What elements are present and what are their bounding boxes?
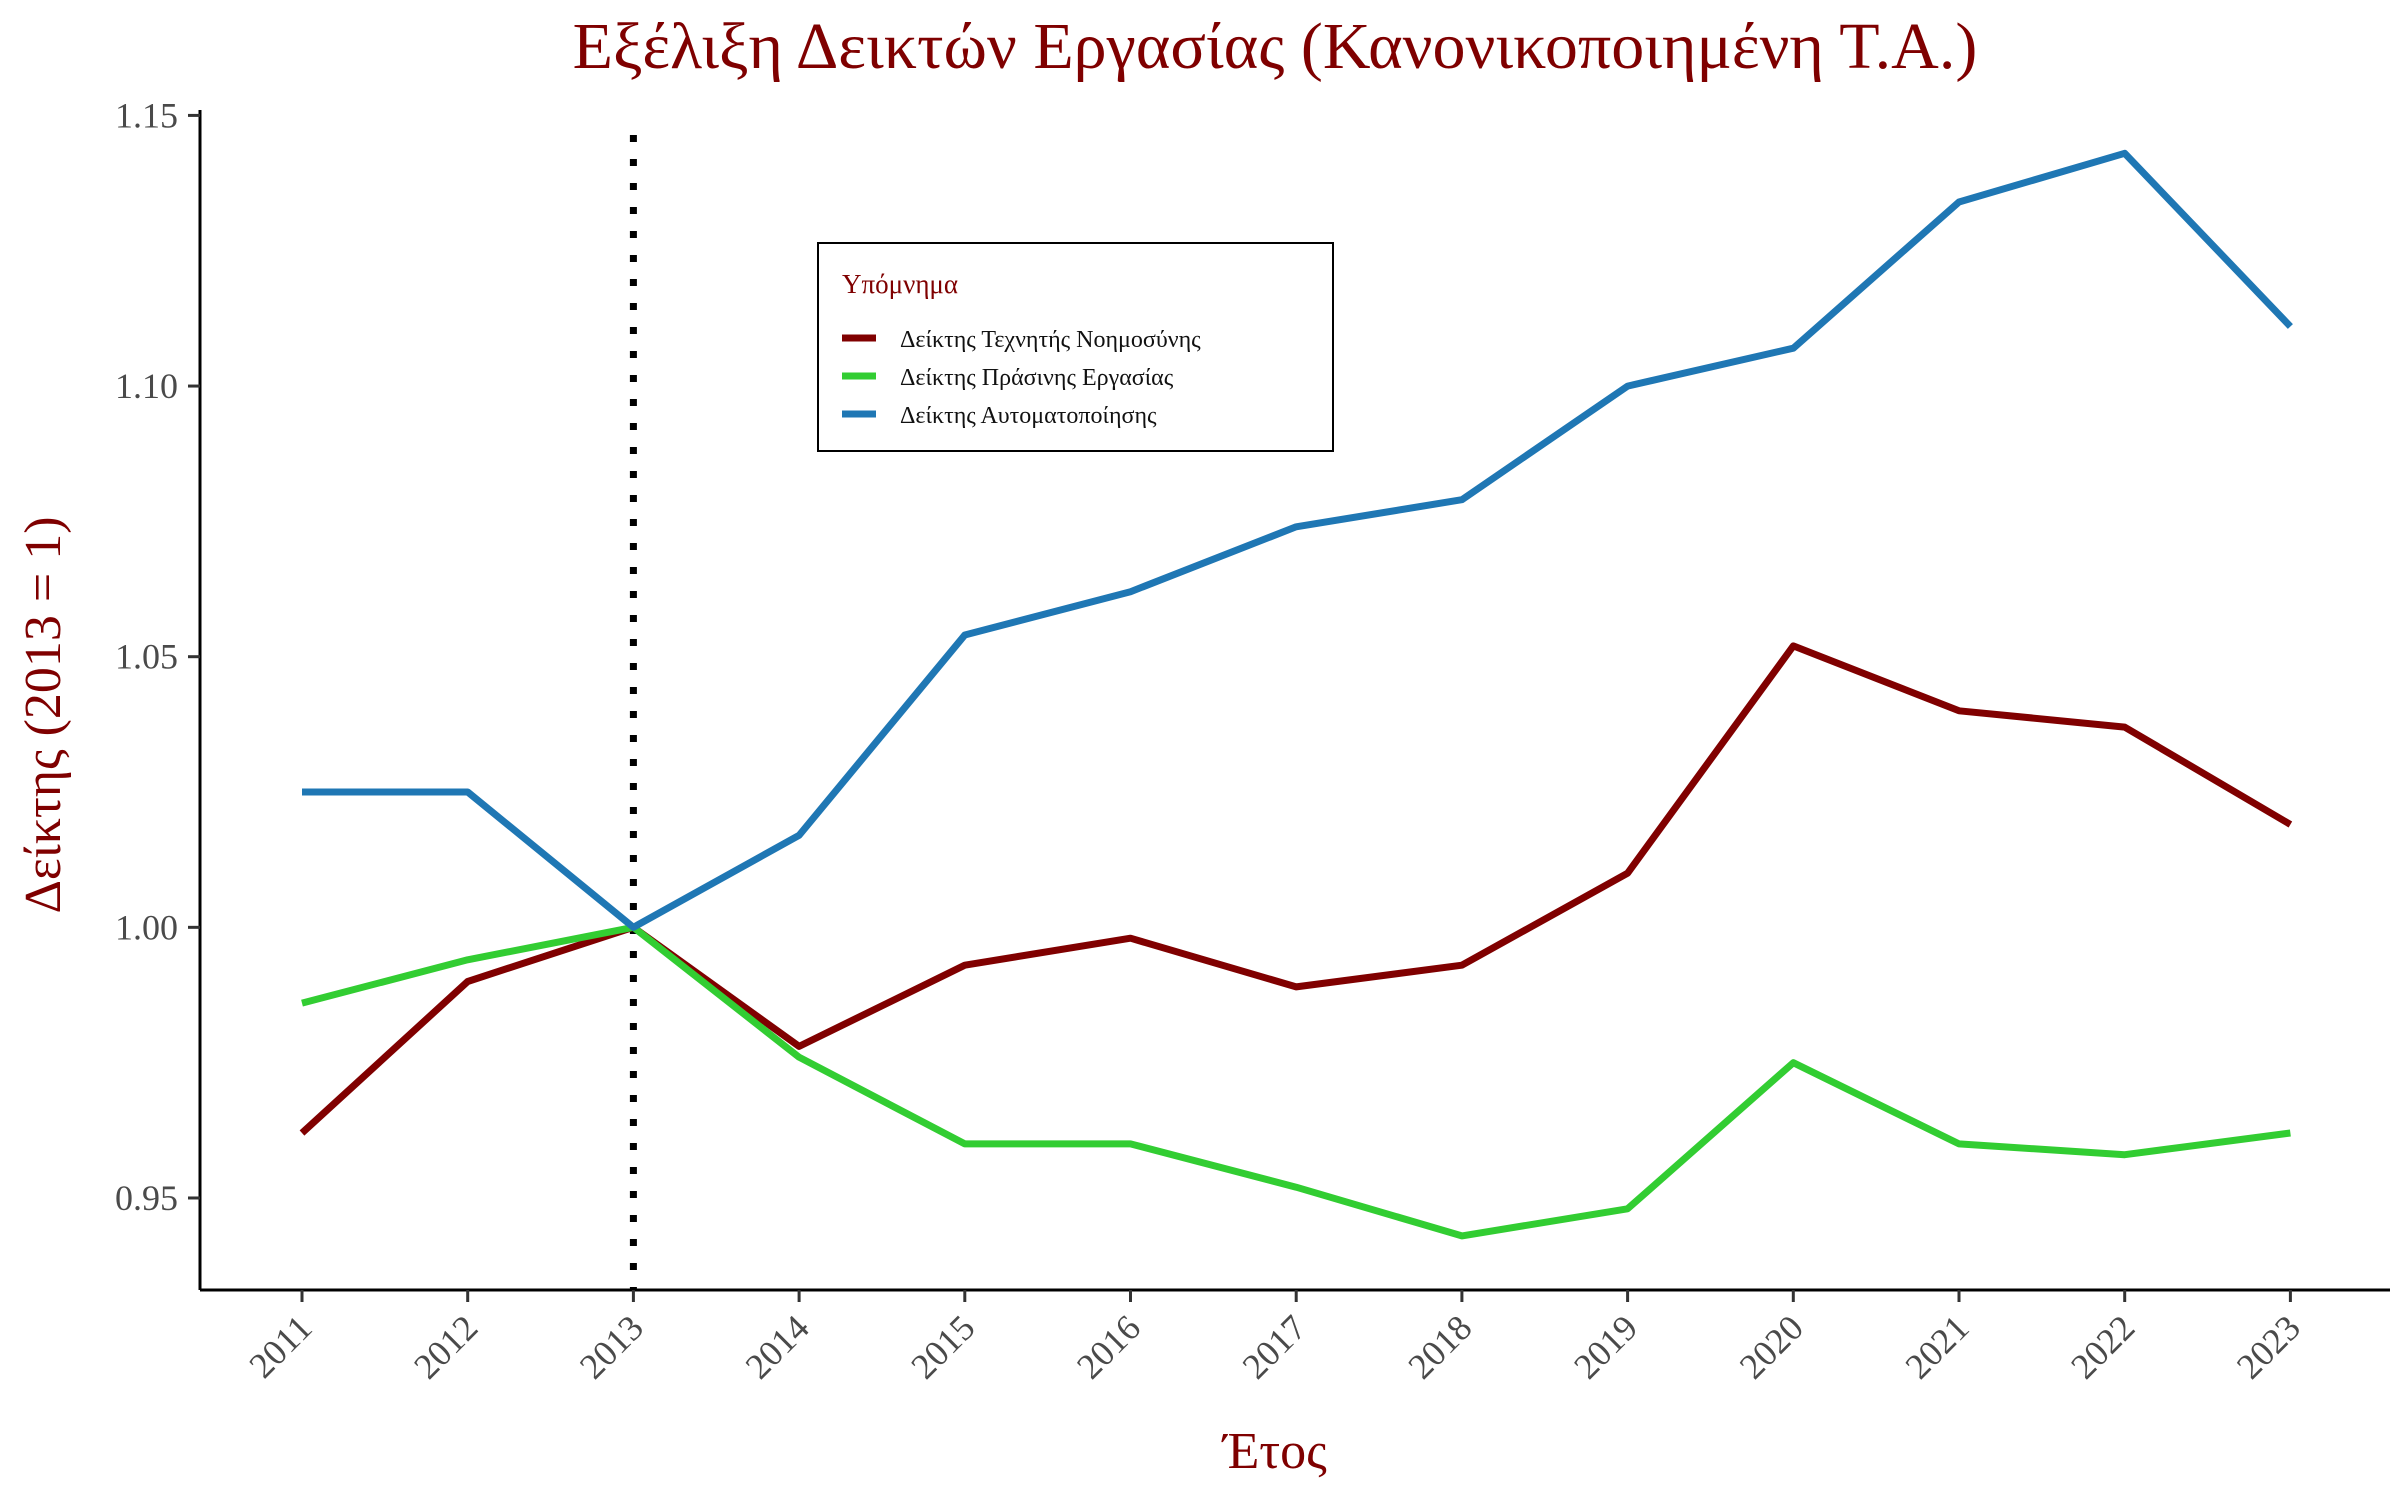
y-tick-label: 1.10 xyxy=(115,366,178,406)
x-tick-label: 2012 xyxy=(406,1307,485,1386)
series-line-0 xyxy=(299,642,2293,1136)
x-tick-label: 2019 xyxy=(1566,1307,1645,1386)
legend-title: Υπόμνημα xyxy=(842,269,958,299)
y-tick-label: 0.95 xyxy=(115,1178,178,1218)
legend-box xyxy=(817,242,1334,452)
chart-title: Εξέλιξη Δεικτών Εργασίας (Κανονικοποιημέ… xyxy=(573,10,1978,83)
x-tick-label: 2011 xyxy=(241,1307,319,1385)
x-tick-label: 2017 xyxy=(1235,1307,1314,1386)
x-tick-label: 2018 xyxy=(1400,1307,1479,1386)
x-tick-label: 2023 xyxy=(2229,1307,2308,1386)
y-tick-label: 1.05 xyxy=(115,637,178,677)
legend-label-2: Δείκτης Αυτοματοποίησης xyxy=(900,403,1157,429)
x-axis-title: Έτος xyxy=(1221,1423,1327,1480)
y-tick-label: 1.00 xyxy=(115,907,178,947)
legend: Υπόμνημα Δείκτης Τεχνητής Νοημοσύνης Δείκτ… xyxy=(817,242,1334,452)
series-line-1 xyxy=(301,923,2291,1240)
x-tick-label: 2016 xyxy=(1069,1307,1148,1386)
series-line-2 xyxy=(302,149,2293,931)
x-tick-label: 2015 xyxy=(903,1307,982,1386)
x-tick-label: 2013 xyxy=(572,1307,651,1386)
x-tick-label: 2022 xyxy=(2063,1307,2142,1386)
y-tick-label: 1.15 xyxy=(115,95,178,135)
x-tick-label: 2014 xyxy=(738,1307,817,1386)
x-tick-label: 2020 xyxy=(1732,1307,1811,1386)
legend-label-1: Δείκτης Πράσινης Εργασίας xyxy=(900,365,1174,391)
x-tick-label: 2021 xyxy=(1897,1307,1976,1386)
legend-label-0: Δείκτης Τεχνητής Νοημοσύνης xyxy=(900,327,1201,353)
y-axis-title: Δείκτης (2013 = 1) xyxy=(15,516,72,913)
